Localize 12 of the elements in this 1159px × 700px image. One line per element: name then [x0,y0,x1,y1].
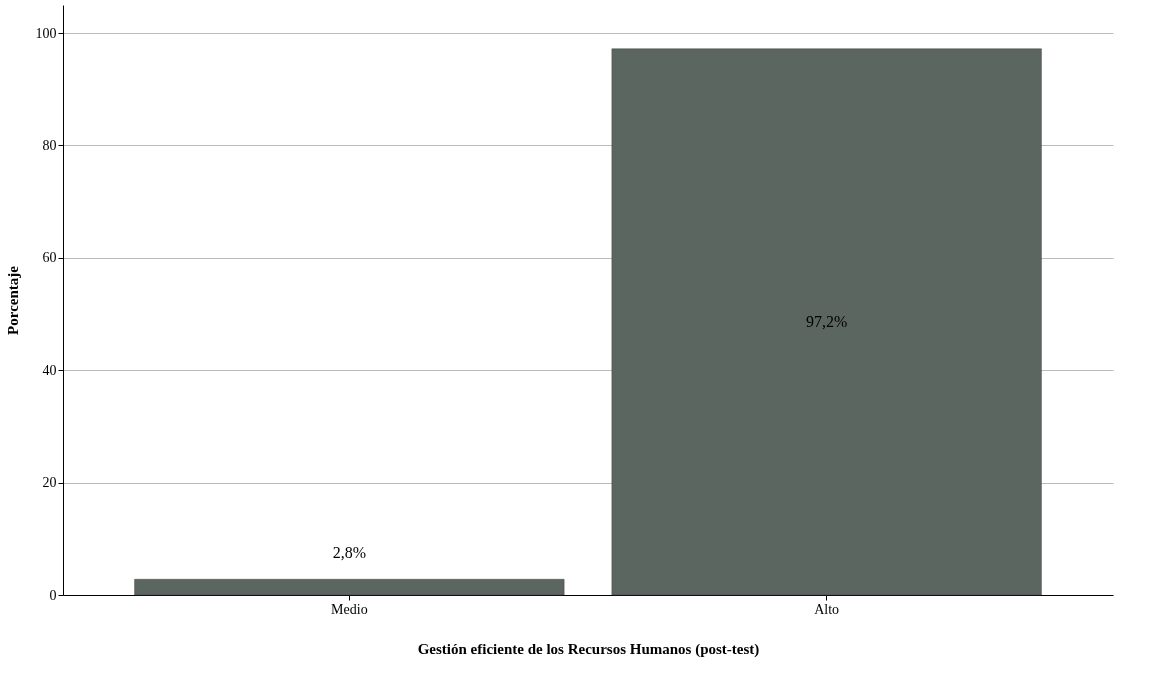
y-tick-label: 80 [42,137,57,153]
y-axis-title: Porcentaje [4,265,21,335]
y-tick-label: 60 [42,250,57,266]
y-tick-label: 100 [35,25,57,41]
x-tick-label: Medio [331,601,368,617]
y-tick-label: 40 [42,362,57,378]
x-tick-label: Alto [814,601,840,617]
x-axis-title: Gestión eficiente de los Recursos Humanos (post-test) [417,640,760,658]
data-label: 97,2% [805,312,848,330]
y-tick-label: 0 [49,587,57,603]
data-label: 2,8% [332,543,367,561]
y-tick-label: 20 [42,475,57,491]
